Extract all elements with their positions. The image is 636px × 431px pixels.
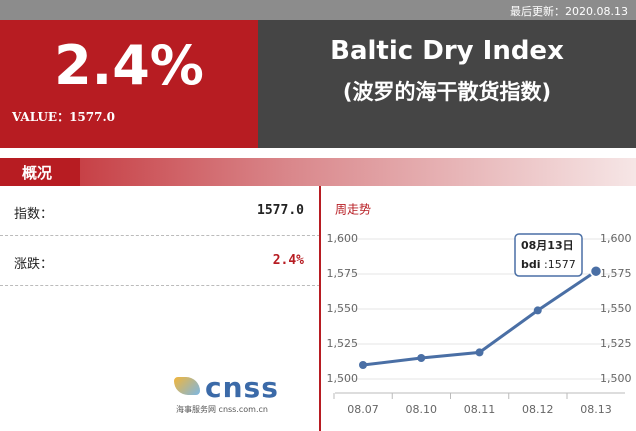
logo-brand: cnss bbox=[205, 371, 279, 404]
hero-title: Baltic Dry Index bbox=[330, 36, 564, 66]
section-bar bbox=[0, 158, 636, 186]
tooltip-title: 08月13日 bbox=[521, 239, 574, 252]
y-tick-label: 1,525 bbox=[327, 337, 359, 350]
row-value: 2.4% bbox=[272, 253, 304, 268]
divider bbox=[319, 186, 321, 431]
y2-tick-label: 1,600 bbox=[600, 232, 632, 245]
summary-row bbox=[0, 186, 320, 236]
logo-tagline: 海事服务网 cnss.com.cn bbox=[176, 405, 268, 414]
tooltip-value: :1577 bbox=[544, 258, 576, 271]
x-tick-label: 08.07 bbox=[347, 403, 379, 416]
y-tick-label: 1,550 bbox=[327, 302, 359, 315]
x-tick-label: 08.11 bbox=[464, 403, 496, 416]
y-tick-label: 1,500 bbox=[327, 372, 359, 385]
hero-subtitle: (波罗的海干散货指数) bbox=[342, 80, 552, 104]
y2-tick-label: 1,500 bbox=[600, 372, 632, 385]
y-tick-label: 1,575 bbox=[327, 267, 359, 280]
hero-value: VALUE：1577.0 bbox=[12, 110, 116, 124]
hero-change: 2.4% bbox=[54, 34, 204, 97]
hero-panel bbox=[0, 20, 258, 148]
y2-tick-label: 1,575 bbox=[600, 267, 632, 280]
data-point bbox=[417, 354, 426, 362]
top-bar bbox=[0, 0, 636, 20]
summary-row bbox=[0, 236, 320, 286]
data-point bbox=[359, 361, 367, 369]
y2-tick-label: 1,550 bbox=[600, 302, 632, 315]
tooltip-box bbox=[514, 233, 583, 277]
x-tick-label: 08.10 bbox=[406, 403, 438, 416]
x-tick-label: 08.13 bbox=[580, 403, 612, 416]
section-title: 概况 bbox=[22, 164, 53, 182]
y2-tick-label: 1,525 bbox=[600, 337, 632, 350]
tooltip-name: bdi bbox=[521, 258, 541, 271]
title-panel bbox=[258, 20, 636, 148]
data-point bbox=[475, 348, 484, 357]
row-label: 涨跌： bbox=[14, 257, 54, 272]
row-value: 1577.0 bbox=[257, 203, 304, 218]
update-time: 最后更新：2020.08.13 bbox=[510, 5, 628, 18]
row-label: 指数： bbox=[14, 207, 54, 222]
data-point bbox=[589, 264, 603, 278]
logo-icon bbox=[174, 377, 200, 395]
y-tick-label: 1,600 bbox=[327, 232, 359, 245]
data-point bbox=[533, 306, 542, 315]
chart-title: 周走势 bbox=[335, 203, 371, 217]
section-tab bbox=[0, 158, 80, 186]
x-tick-label: 08.12 bbox=[522, 403, 554, 416]
